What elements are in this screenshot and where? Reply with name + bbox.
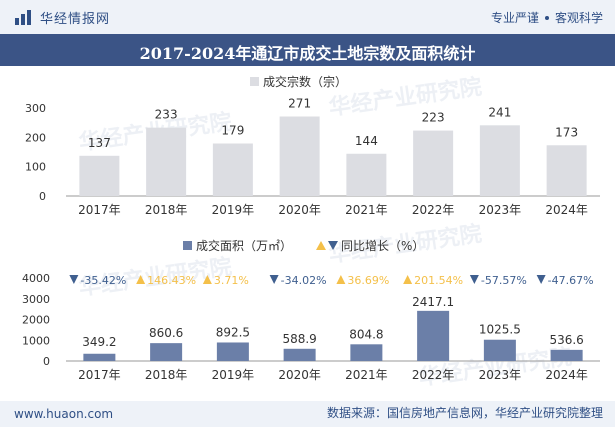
x-tick-label: 2018年 <box>145 368 188 382</box>
y-tick-label: 4000 <box>22 272 50 285</box>
brand-name: 华经情报网 <box>40 12 111 27</box>
tagline-right: 客观科学 <box>554 11 603 25</box>
legend-swatch-count <box>250 77 259 86</box>
bar-count <box>279 116 320 196</box>
y-tick-label: 0 <box>39 190 46 203</box>
data-label-area: 588.9 <box>282 332 316 346</box>
data-label-count: 233 <box>155 108 178 122</box>
bar-count <box>346 153 387 196</box>
data-label-count: 271 <box>288 97 311 111</box>
growth-label: -47.67% <box>548 274 594 287</box>
legend-swatch-area <box>183 241 192 250</box>
data-label-count: 137 <box>88 136 111 150</box>
legend-label-area: 成交面积（万㎡） <box>196 238 292 253</box>
x-tick-label: 2019年 <box>212 368 255 382</box>
data-label-area: 1025.5 <box>479 323 521 337</box>
growth-label: 36.69% <box>347 274 389 287</box>
x-tick-label: 2020年 <box>278 203 321 217</box>
y-tick-label: 0 <box>43 355 50 368</box>
data-label-count: 144 <box>355 134 378 148</box>
bar-count <box>546 145 587 196</box>
x-tick-label: 2024年 <box>545 368 588 382</box>
data-label-count: 179 <box>221 123 244 137</box>
growth-up-triangle-icon <box>336 275 346 284</box>
bar-area <box>350 344 383 361</box>
growth-label: -34.02% <box>281 274 327 287</box>
bar-area <box>283 348 316 361</box>
data-label-area: 892.5 <box>216 325 250 339</box>
growth-down-triangle-icon <box>269 275 279 284</box>
growth-up-triangle-icon <box>403 275 413 284</box>
bar-area <box>150 343 183 361</box>
tagline-left: 专业严谨 <box>490 11 539 25</box>
bar-count <box>479 125 520 196</box>
title-bar <box>0 34 615 66</box>
y-tick-label: 2000 <box>22 314 50 327</box>
data-label-count: 241 <box>488 105 511 119</box>
data-label-area: 349.2 <box>82 335 116 349</box>
x-tick-label: 2017年 <box>78 203 121 217</box>
data-label-area: 536.6 <box>549 333 583 347</box>
y-tick-label: 100 <box>25 161 46 174</box>
chart-title: 2017-2024年通辽市成交土地宗数及面积统计 <box>139 44 476 63</box>
top-header-bar: 华经情报网 专业严谨 客观科学 <box>0 0 615 34</box>
bar-count <box>212 143 253 196</box>
data-label-area: 860.6 <box>149 326 183 340</box>
legend-up-triangle-icon <box>316 241 326 250</box>
x-tick-label: 2023年 <box>479 368 522 382</box>
footer-site: www.huaon.com <box>14 407 114 421</box>
growth-down-triangle-icon <box>69 275 79 284</box>
growth-down-triangle-icon <box>536 275 546 284</box>
x-tick-label: 2021年 <box>345 203 388 217</box>
data-label-count: 223 <box>422 111 445 125</box>
legend-label-growth: 同比增长（%） <box>341 239 424 253</box>
bar-count <box>413 130 454 196</box>
x-tick-label: 2022年 <box>412 368 455 382</box>
bar-area <box>216 342 249 361</box>
growth-up-triangle-icon <box>202 275 212 284</box>
bar-count <box>146 127 187 196</box>
x-tick-label: 2021年 <box>345 368 388 382</box>
x-tick-label: 2019年 <box>212 203 255 217</box>
growth-up-triangle-icon <box>136 275 146 284</box>
y-tick-label: 200 <box>25 131 46 144</box>
x-tick-label: 2017年 <box>78 368 121 382</box>
footer-source: 数据来源：国信房地产信息网，华经产业研究院整理 <box>326 406 603 420</box>
x-tick-label: 2023年 <box>479 203 522 217</box>
x-tick-label: 2022年 <box>412 203 455 217</box>
logo-icon <box>15 10 31 25</box>
data-label-count: 173 <box>555 125 578 139</box>
growth-label: 201.54% <box>414 274 463 287</box>
growth-label: 146.43% <box>147 274 196 287</box>
tagline-dot-icon <box>544 16 549 20</box>
growth-down-triangle-icon <box>469 275 479 284</box>
growth-label: 3.71% <box>214 274 249 287</box>
bar-area <box>550 349 583 361</box>
bar-count <box>79 155 120 196</box>
footer-bar: www.huaon.com 数据来源：国信房地产信息网，华经产业研究院整理 <box>0 401 615 427</box>
x-tick-label: 2018年 <box>145 203 188 217</box>
bar-area <box>417 310 450 361</box>
y-tick-label: 300 <box>25 102 46 115</box>
tagline: 专业严谨 客观科学 <box>491 9 603 26</box>
y-tick-label: 1000 <box>22 334 50 347</box>
y-tick-label: 3000 <box>22 293 50 306</box>
bar-area <box>483 339 516 361</box>
legend-down-triangle-icon <box>328 241 338 250</box>
growth-label: -57.57% <box>481 274 527 287</box>
bar-area <box>83 353 116 361</box>
growth-label: -35.42% <box>80 274 126 287</box>
legend-label-count: 成交宗数（宗） <box>263 74 347 89</box>
data-label-area: 804.8 <box>349 327 383 341</box>
watermark-text: 华经产业研究院 <box>327 74 483 121</box>
x-tick-label: 2024年 <box>545 203 588 217</box>
x-tick-label: 2020年 <box>278 368 321 382</box>
data-label-area: 2417.1 <box>412 295 454 309</box>
